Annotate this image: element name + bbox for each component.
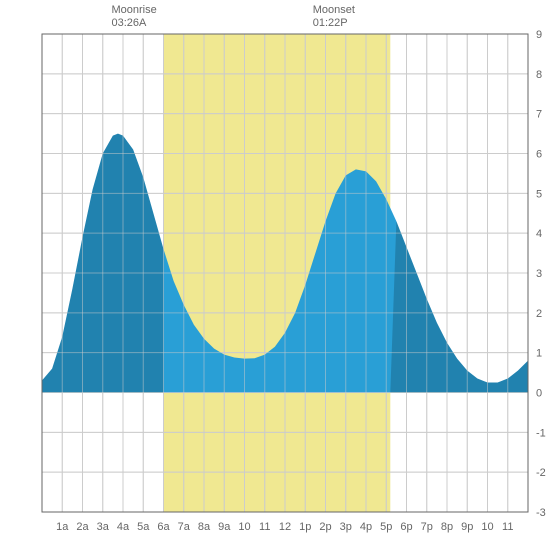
chart-svg: -3-2-101234567891a2a3a4a5a6a7a8a9a101112… xyxy=(0,0,550,550)
x-tick-label: 5p xyxy=(380,521,392,533)
x-tick-label: 2p xyxy=(319,521,331,533)
y-tick-label: -3 xyxy=(536,507,546,519)
y-tick-label: 9 xyxy=(536,29,542,41)
x-tick-label: 11 xyxy=(502,521,513,533)
y-tick-label: 3 xyxy=(536,268,542,280)
moonset-label: Moonset01:22P xyxy=(313,4,355,30)
x-tick-label: 4a xyxy=(117,521,130,533)
moonrise-label: Moonrise03:26A xyxy=(111,4,156,30)
y-tick-label: 5 xyxy=(536,188,542,200)
x-tick-label: 6a xyxy=(157,521,170,533)
y-tick-label: 2 xyxy=(536,308,542,320)
y-tick-label: 6 xyxy=(536,149,542,161)
header-time: 03:26A xyxy=(111,17,156,30)
x-tick-label: 9p xyxy=(461,521,473,533)
x-tick-label: 3a xyxy=(97,521,110,533)
x-tick-label: 11 xyxy=(259,521,270,533)
x-tick-label: 4p xyxy=(360,521,372,533)
y-tick-label: 7 xyxy=(536,109,542,121)
tide-chart: -3-2-101234567891a2a3a4a5a6a7a8a9a101112… xyxy=(0,0,550,550)
y-tick-label: 4 xyxy=(536,228,542,240)
x-tick-label: 8p xyxy=(441,521,453,533)
x-tick-label: 9a xyxy=(218,521,231,533)
x-tick-label: 12 xyxy=(279,521,291,533)
y-tick-label: -2 xyxy=(536,467,546,479)
header-title: Moonrise xyxy=(111,4,156,17)
x-tick-label: 7a xyxy=(178,521,191,533)
x-tick-label: 1p xyxy=(299,521,311,533)
x-tick-label: 10 xyxy=(238,521,250,533)
header-time: 01:22P xyxy=(313,17,355,30)
x-tick-label: 2a xyxy=(76,521,89,533)
y-tick-label: -1 xyxy=(536,427,546,439)
y-tick-label: 0 xyxy=(536,388,542,400)
y-tick-label: 8 xyxy=(536,69,542,81)
y-tick-label: 1 xyxy=(536,348,542,360)
x-tick-label: 5a xyxy=(137,521,150,533)
x-tick-label: 1a xyxy=(56,521,69,533)
x-tick-label: 10 xyxy=(481,521,493,533)
x-tick-label: 7p xyxy=(421,521,433,533)
x-tick-label: 8a xyxy=(198,521,211,533)
x-tick-label: 6p xyxy=(400,521,412,533)
x-tick-label: 3p xyxy=(340,521,352,533)
header-title: Moonset xyxy=(313,4,355,17)
